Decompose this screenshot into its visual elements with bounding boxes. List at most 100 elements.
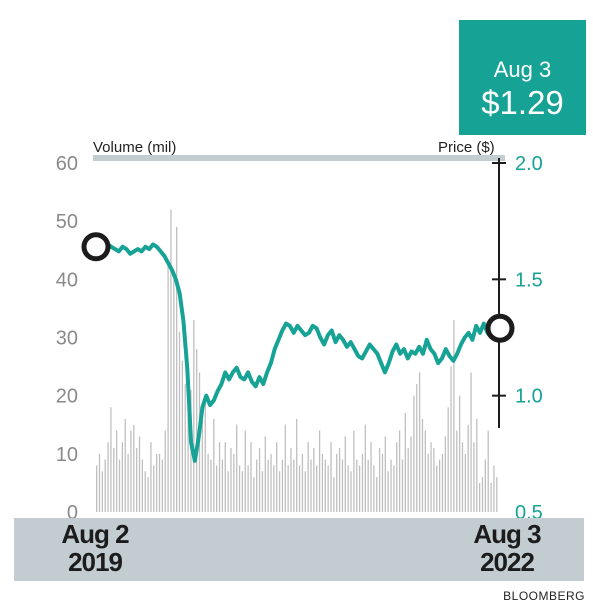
- volume-bar: [398, 430, 401, 512]
- volume-bar: [116, 430, 118, 512]
- volume-bar: [318, 430, 321, 512]
- volume-bar: [181, 360, 184, 512]
- volume-bar: [101, 471, 104, 512]
- x-label-end-year: 2022: [480, 547, 535, 577]
- volume-bar: [247, 465, 249, 512]
- volume-bar: [173, 279, 175, 512]
- volume-bar: [124, 418, 126, 512]
- volume-bar: [298, 465, 301, 512]
- volume-bar: [444, 436, 446, 512]
- volume-bar: [453, 320, 455, 512]
- volume-bar: [144, 471, 146, 512]
- volume-bar: [233, 453, 235, 512]
- volume-bar: [301, 453, 304, 512]
- volume-bar: [158, 453, 161, 512]
- volume-bar: [284, 424, 286, 512]
- volume-bar: [387, 471, 389, 512]
- volume-bar: [184, 384, 186, 512]
- volume-bar: [133, 424, 135, 512]
- volume-bar: [276, 442, 278, 512]
- volume-bar: [98, 453, 101, 512]
- volume-bar: [221, 459, 224, 512]
- volume-bar: [418, 372, 421, 512]
- callout-date: Aug 3: [493, 57, 552, 82]
- volume-bar: [253, 477, 255, 512]
- volume-bar: [424, 430, 426, 512]
- volume-bar: [281, 459, 284, 512]
- volume-bar: [227, 471, 229, 512]
- volume-bar: [307, 442, 309, 512]
- volume-bar: [218, 442, 221, 512]
- volume-bar: [273, 465, 275, 512]
- volume-bar: [404, 413, 406, 512]
- volume-bar: [278, 471, 281, 512]
- volume-bar: [230, 448, 232, 512]
- volume-bar: [167, 261, 169, 512]
- volume-bar: [344, 436, 346, 512]
- volume-bar: [381, 453, 384, 512]
- volume-bar: [361, 453, 364, 512]
- volume-bar: [150, 442, 152, 512]
- volume-bar: [110, 407, 112, 512]
- volume-bar: [470, 372, 472, 512]
- volume-bar: [321, 453, 324, 512]
- volume-bar: [484, 459, 486, 512]
- right-tick-label: 1.0: [515, 386, 543, 408]
- volume-bar: [96, 465, 98, 512]
- left-tick-label: 60: [56, 153, 78, 175]
- volume-bar: [407, 448, 409, 512]
- x-label-start-year: 2019: [68, 547, 123, 577]
- volume-bar: [250, 442, 252, 512]
- volume-bar: [490, 482, 492, 512]
- left-axis-title: Volume (mil): [93, 139, 177, 156]
- volume-bar: [496, 477, 498, 512]
- latest-price-callout: Aug 3 $1.29: [459, 20, 586, 135]
- volume-bar: [427, 453, 429, 512]
- volume-bar: [324, 459, 326, 512]
- source-credit: BLOOMBERG: [503, 589, 585, 603]
- volume-bar: [204, 395, 206, 512]
- volume-bar: [290, 448, 292, 512]
- volume-bar: [161, 459, 164, 512]
- volume-bar: [170, 209, 172, 512]
- end-price-marker: [485, 313, 515, 343]
- volume-bar: [376, 477, 378, 512]
- volume-bar: [333, 477, 335, 512]
- volume-bar: [296, 418, 298, 512]
- volume-bar: [127, 453, 129, 512]
- volume-bar: [241, 471, 244, 512]
- volume-bar: [193, 320, 195, 512]
- volume-bar: [293, 459, 295, 512]
- volume-bar: [384, 436, 386, 512]
- volume-bar: [327, 465, 329, 512]
- volume-bar: [104, 459, 106, 512]
- volume-bar: [478, 482, 481, 512]
- volume-bar: [341, 459, 344, 512]
- volume-bar: [207, 453, 209, 512]
- left-axis-ticks: 0 10 20 30 40 50 60: [56, 153, 78, 524]
- callout-price: $1.29: [481, 84, 564, 121]
- volume-bar: [410, 436, 412, 512]
- volume-bar: [430, 442, 432, 512]
- volume-bar: [367, 459, 369, 512]
- volume-bar: [138, 436, 141, 512]
- volume-bar: [178, 331, 181, 512]
- volume-bar: [378, 448, 381, 512]
- left-tick-label: 40: [56, 269, 78, 291]
- volume-bar: [467, 424, 469, 512]
- volume-bar: [256, 459, 258, 512]
- volume-bar: [310, 459, 312, 512]
- volume-bar: [421, 418, 424, 512]
- volume-bar: [401, 459, 404, 512]
- volume-bar: [210, 459, 212, 512]
- x-label-start-date: Aug 2: [61, 519, 129, 549]
- volume-bar: [261, 471, 264, 512]
- volume-bar: [396, 442, 398, 512]
- volume-bar: [316, 465, 318, 512]
- volume-bar: [118, 459, 121, 512]
- volume-bar: [358, 465, 361, 512]
- volume-bar: [304, 471, 306, 512]
- volume-bar: [176, 226, 178, 513]
- volume-bar: [264, 436, 266, 512]
- volume-bar: [336, 453, 338, 512]
